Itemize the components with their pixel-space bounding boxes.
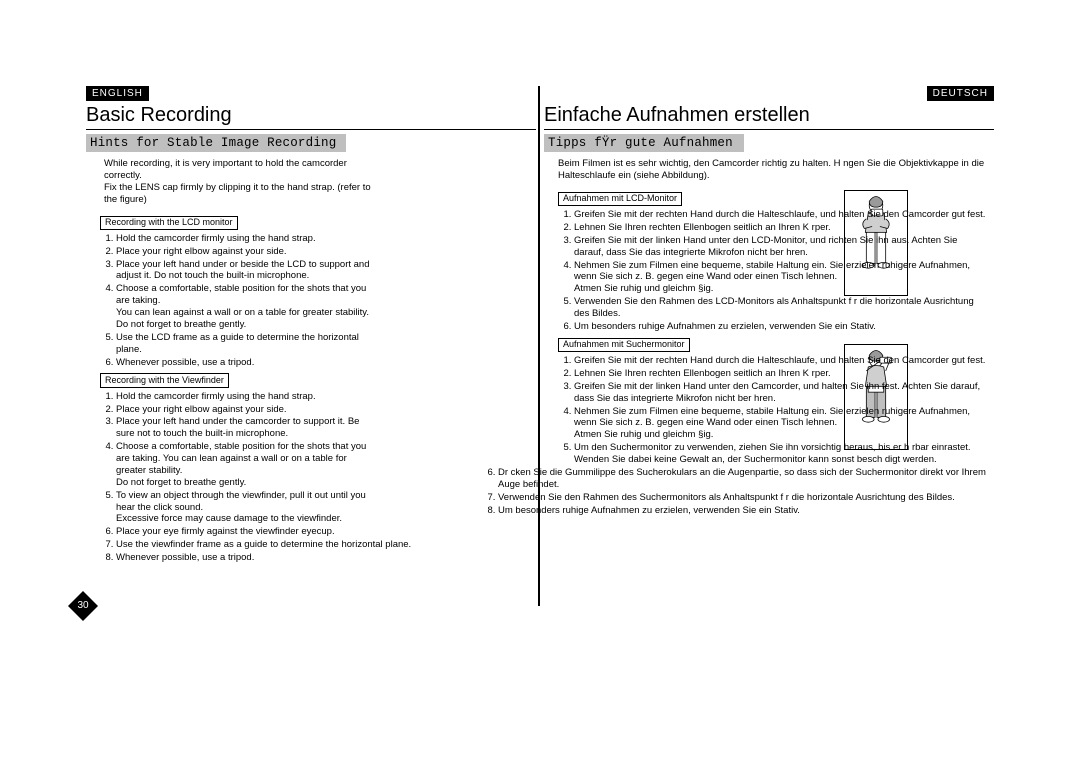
intro-line: Beim Filmen ist es sehr wichtig, den Cam… [558,158,988,182]
subtitle-english: Hints for Stable Image Recording [86,134,346,152]
list-lcd-english: Hold the camcorder firmly using the hand… [86,233,536,369]
title-english: Basic Recording [86,104,536,130]
section-head-lcd-de: Aufnahmen mit LCD-Monitor [558,192,682,206]
section-head-lcd: Recording with the LCD monitor [100,216,238,230]
list-viewfinder-deutsch-b: Dr cken Sie die Gummilippe des Sucheroku… [468,467,994,517]
list-item: Place your left hand under or beside the… [116,259,376,283]
intro-deutsch: Beim Filmen ist es sehr wichtig, den Cam… [544,158,994,182]
list-item: Use the viewfinder frame as a guide to d… [116,539,530,551]
intro-line: Fix the LENS cap firmly by clipping it t… [104,182,376,206]
intro-line: While recording, it is very important to… [104,158,376,182]
list-item: Place your eye firmly against the viewfi… [116,526,530,538]
left-column: ENGLISH Basic Recording Hints for Stable… [86,86,536,675]
list-item: Choose a comfortable, stable position fo… [116,441,376,489]
list-item: Greifen Sie mit der linken Hand unter de… [574,235,988,259]
section-head-viewfinder-de: Aufnahmen mit Suchermonitor [558,338,690,352]
list-item: Um besonders ruhige Aufnahmen zu erziele… [574,321,988,333]
list-item: Verwenden Sie den Rahmen des LCD-Monitor… [574,296,988,320]
page-number: 30 [68,591,98,621]
page-number-badge: 30 [68,591,98,621]
language-badge-english: ENGLISH [86,86,149,101]
list-viewfinder-deutsch-a: Greifen Sie mit der rechten Hand durch d… [544,355,994,466]
list-item: Choose a comfortable, stable position fo… [116,283,376,331]
list-item: Use the LCD frame as a guide to determin… [116,332,376,356]
list-item: Place your left hand under the camcorder… [116,416,376,440]
list-item: Hold the camcorder firmly using the hand… [116,391,376,403]
list-item: Um besonders ruhige Aufnahmen zu erziele… [498,505,988,517]
list-item: Greifen Sie mit der rechten Hand durch d… [574,209,988,221]
list-item: Lehnen Sie Ihren rechten Ellenbogen seit… [574,222,988,234]
list-item: Place your right elbow against your side… [116,404,376,416]
list-item: To view an object through the viewfinder… [116,490,376,526]
list-item: Whenever possible, use a tripod. [116,552,530,564]
list-item: Greifen Sie mit der rechten Hand durch d… [574,355,988,367]
column-divider [538,86,540,606]
list-item: Nehmen Sie zum Filmen eine bequeme, stab… [574,406,988,442]
title-deutsch: Einfache Aufnahmen erstellen [544,104,994,130]
language-badge-deutsch: DEUTSCH [927,86,994,101]
intro-english: While recording, it is very important to… [86,158,536,206]
list-item: Um den Suchermonitor zu verwenden, ziehe… [574,442,988,466]
list-item: Lehnen Sie Ihren rechten Ellenbogen seit… [574,368,988,380]
list-lcd-deutsch: Greifen Sie mit der rechten Hand durch d… [544,209,994,333]
section-head-viewfinder: Recording with the Viewfinder [100,373,229,387]
list-item: Hold the camcorder firmly using the hand… [116,233,376,245]
list-item: Place your right elbow against your side… [116,246,376,258]
list-item: Dr cken Sie die Gummilippe des Sucheroku… [498,467,988,491]
manual-page: ENGLISH Basic Recording Hints for Stable… [86,86,994,675]
right-column: DEUTSCH Einfache Aufnahmen erstellen Tip… [544,86,994,675]
list-item: Nehmen Sie zum Filmen eine bequeme, stab… [574,260,988,296]
subtitle-deutsch: Tipps fŸr gute Aufnahmen [544,134,744,152]
body-deutsch: Beim Filmen ist es sehr wichtig, den Cam… [544,158,994,517]
list-item: Verwenden Sie den Rahmen des Suchermonit… [498,492,988,504]
list-item: Greifen Sie mit der linken Hand unter de… [574,381,988,405]
list-item: Whenever possible, use a tripod. [116,357,376,369]
